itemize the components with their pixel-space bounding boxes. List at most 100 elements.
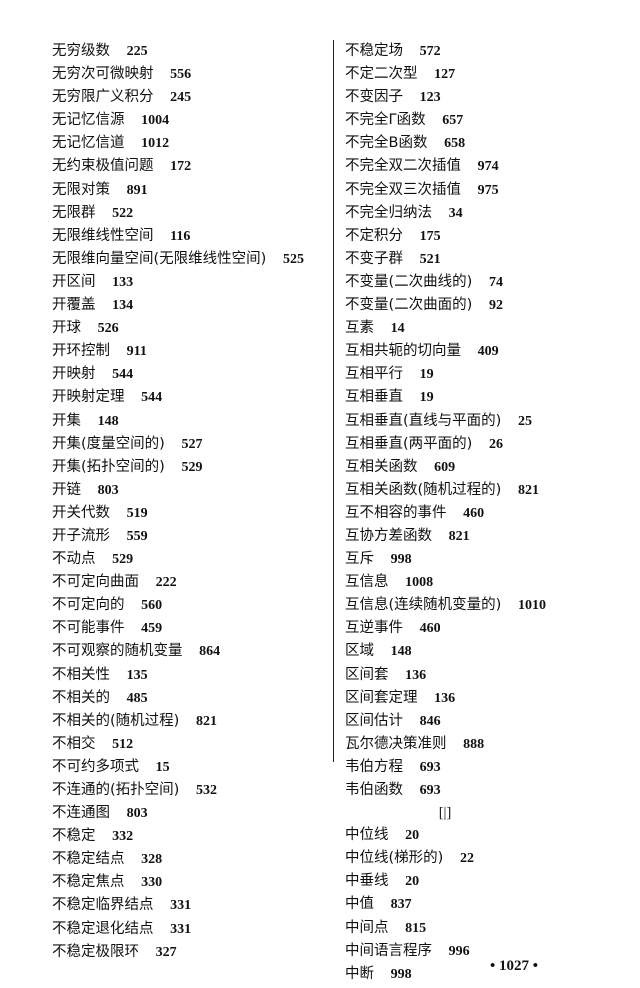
- page-reference: 693: [419, 783, 441, 798]
- index-term: 互不相容的事件: [345, 504, 447, 521]
- index-term: 中垂线: [345, 873, 389, 890]
- index-entry: 不稳定焦点 330: [52, 871, 314, 894]
- index-entry: 互相垂直(直线与平面的) 25: [345, 410, 630, 433]
- index-term: 不变量(二次曲线的): [345, 273, 473, 290]
- index-term: 不变子群: [345, 250, 403, 267]
- index-entry: 不完全B函数 658: [345, 132, 630, 155]
- page-reference: 332: [112, 829, 134, 845]
- page-reference: 136: [405, 667, 427, 683]
- index-entry: 开链 803: [52, 479, 314, 502]
- index-term: 开区间: [52, 273, 96, 290]
- index-entry: 无限维线性空间 116: [52, 225, 314, 248]
- page-reference: 123: [419, 90, 441, 106]
- index-entry: 不动点 529: [52, 548, 314, 571]
- index-entry: 不稳定退化结点 331: [52, 918, 314, 941]
- page-reference: 136: [434, 690, 456, 706]
- page-reference: 331: [170, 921, 192, 937]
- index-term: 不稳定焦点: [52, 874, 125, 891]
- index-term: 互相垂直(直线与平面的): [345, 412, 502, 429]
- page-reference: 525: [282, 251, 304, 267]
- index-term: 开集: [52, 412, 81, 429]
- page-reference: 92: [488, 298, 503, 314]
- index-term: 无记忆信道: [52, 135, 125, 152]
- index-entry: 互协方差函数 821: [345, 525, 630, 548]
- index-term: 中断: [345, 965, 374, 982]
- index-entry: 开集(度量空间的) 527: [52, 433, 314, 456]
- index-entry: 开映射 544: [52, 363, 314, 386]
- index-term: 无限对策: [52, 181, 110, 198]
- index-term: 开子流形: [52, 527, 110, 544]
- index-entry: 开关代数 519: [52, 502, 314, 525]
- page-reference: 20: [405, 874, 420, 890]
- index-term: 不变因子: [345, 89, 403, 106]
- page-reference: 20: [405, 828, 420, 844]
- index-entry: 不变量(二次曲线的) 74: [345, 271, 630, 294]
- index-term: 区间套定理: [345, 689, 418, 706]
- page-reference: 460: [463, 505, 485, 521]
- page-reference: 658: [444, 136, 466, 152]
- index-term: 无穷限广义积分: [52, 89, 154, 106]
- page-reference: 331: [170, 898, 192, 914]
- page-reference: 803: [97, 482, 119, 498]
- page-reference: 485: [126, 690, 148, 706]
- index-term: 无限维线性空间: [52, 227, 154, 244]
- page-reference: 135: [126, 667, 148, 683]
- page-reference: 459: [141, 621, 163, 637]
- index-term: 不定二次型: [345, 66, 418, 83]
- index-entry: 开球 526: [52, 317, 314, 340]
- index-entry: 开子流形 559: [52, 525, 314, 548]
- index-term: 互相共轭的切向量: [345, 343, 461, 360]
- index-term: 不相关的(随机过程): [52, 712, 180, 729]
- page-reference: 1010: [517, 598, 546, 614]
- index-term: 中位线(梯形的): [345, 850, 444, 867]
- page-reference: 864: [199, 644, 221, 660]
- index-entry: 无记忆信源 1004: [52, 109, 314, 132]
- index-entry: 互相关函数 609: [345, 456, 630, 479]
- index-entry: 互相垂直(两平面的) 26: [345, 433, 630, 456]
- index-entry: 无限维向量空间(无限维线性空间) 525: [52, 248, 314, 271]
- index-term: 中值: [345, 896, 374, 913]
- index-term: 互相垂直: [345, 389, 403, 406]
- page-reference: 522: [112, 205, 134, 221]
- index-term: 中间点: [345, 919, 389, 936]
- index-term: 不可定向的: [52, 597, 125, 614]
- page-reference: 222: [155, 575, 177, 591]
- page-reference: 996: [448, 943, 470, 959]
- index-term: 不可定向曲面: [52, 574, 139, 591]
- index-entry: 不可观察的随机变量 864: [52, 640, 314, 663]
- index-term: 互协方差函数: [345, 527, 432, 544]
- index-term: 不可能事件: [52, 620, 125, 637]
- index-entry: 中断 998: [345, 963, 630, 986]
- index-term: 互逆事件: [345, 620, 403, 637]
- page-reference: 572: [419, 44, 441, 59]
- index-term: 不连通图: [52, 805, 110, 822]
- index-term: 开集(拓扑空间的): [52, 458, 165, 475]
- page-reference: 821: [517, 482, 539, 498]
- index-entry: 不稳定 332: [52, 825, 314, 848]
- page-reference: 527: [181, 436, 203, 452]
- index-entry: 开覆盖 134: [52, 294, 314, 317]
- index-entry: 不相关的(随机过程) 821: [52, 710, 314, 733]
- index-term: 不连通的(拓扑空间): [52, 782, 180, 798]
- page-reference: 821: [195, 713, 217, 729]
- page-reference: 127: [434, 67, 456, 83]
- index-term: 不可约多项式: [52, 758, 139, 775]
- index-entry: 不变量(二次曲面的) 92: [345, 294, 630, 317]
- index-entry: 开集 148: [52, 410, 314, 433]
- page-reference: 975: [477, 182, 499, 198]
- index-term: 不稳定结点: [52, 851, 125, 868]
- index-entry: 不相关的 485: [52, 687, 314, 710]
- index-entry: 中间点 815: [345, 917, 630, 940]
- page-reference: 148: [390, 644, 412, 660]
- index-entry: 不可能事件 459: [52, 617, 314, 640]
- index-term: 不定积分: [345, 227, 403, 244]
- index-entry: 不完全归纳法 34: [345, 202, 630, 225]
- index-entry: 无穷次可微映射 556: [52, 63, 314, 86]
- index-term: 开环控制: [52, 343, 110, 360]
- page-reference: 148: [97, 413, 119, 429]
- index-entry: 不稳定结点 328: [52, 848, 314, 871]
- index-term: 区域: [345, 643, 374, 660]
- index-term: 不变量(二次曲面的): [345, 297, 473, 314]
- page-reference: 330: [141, 875, 163, 891]
- index-term: 不相关的: [52, 689, 110, 706]
